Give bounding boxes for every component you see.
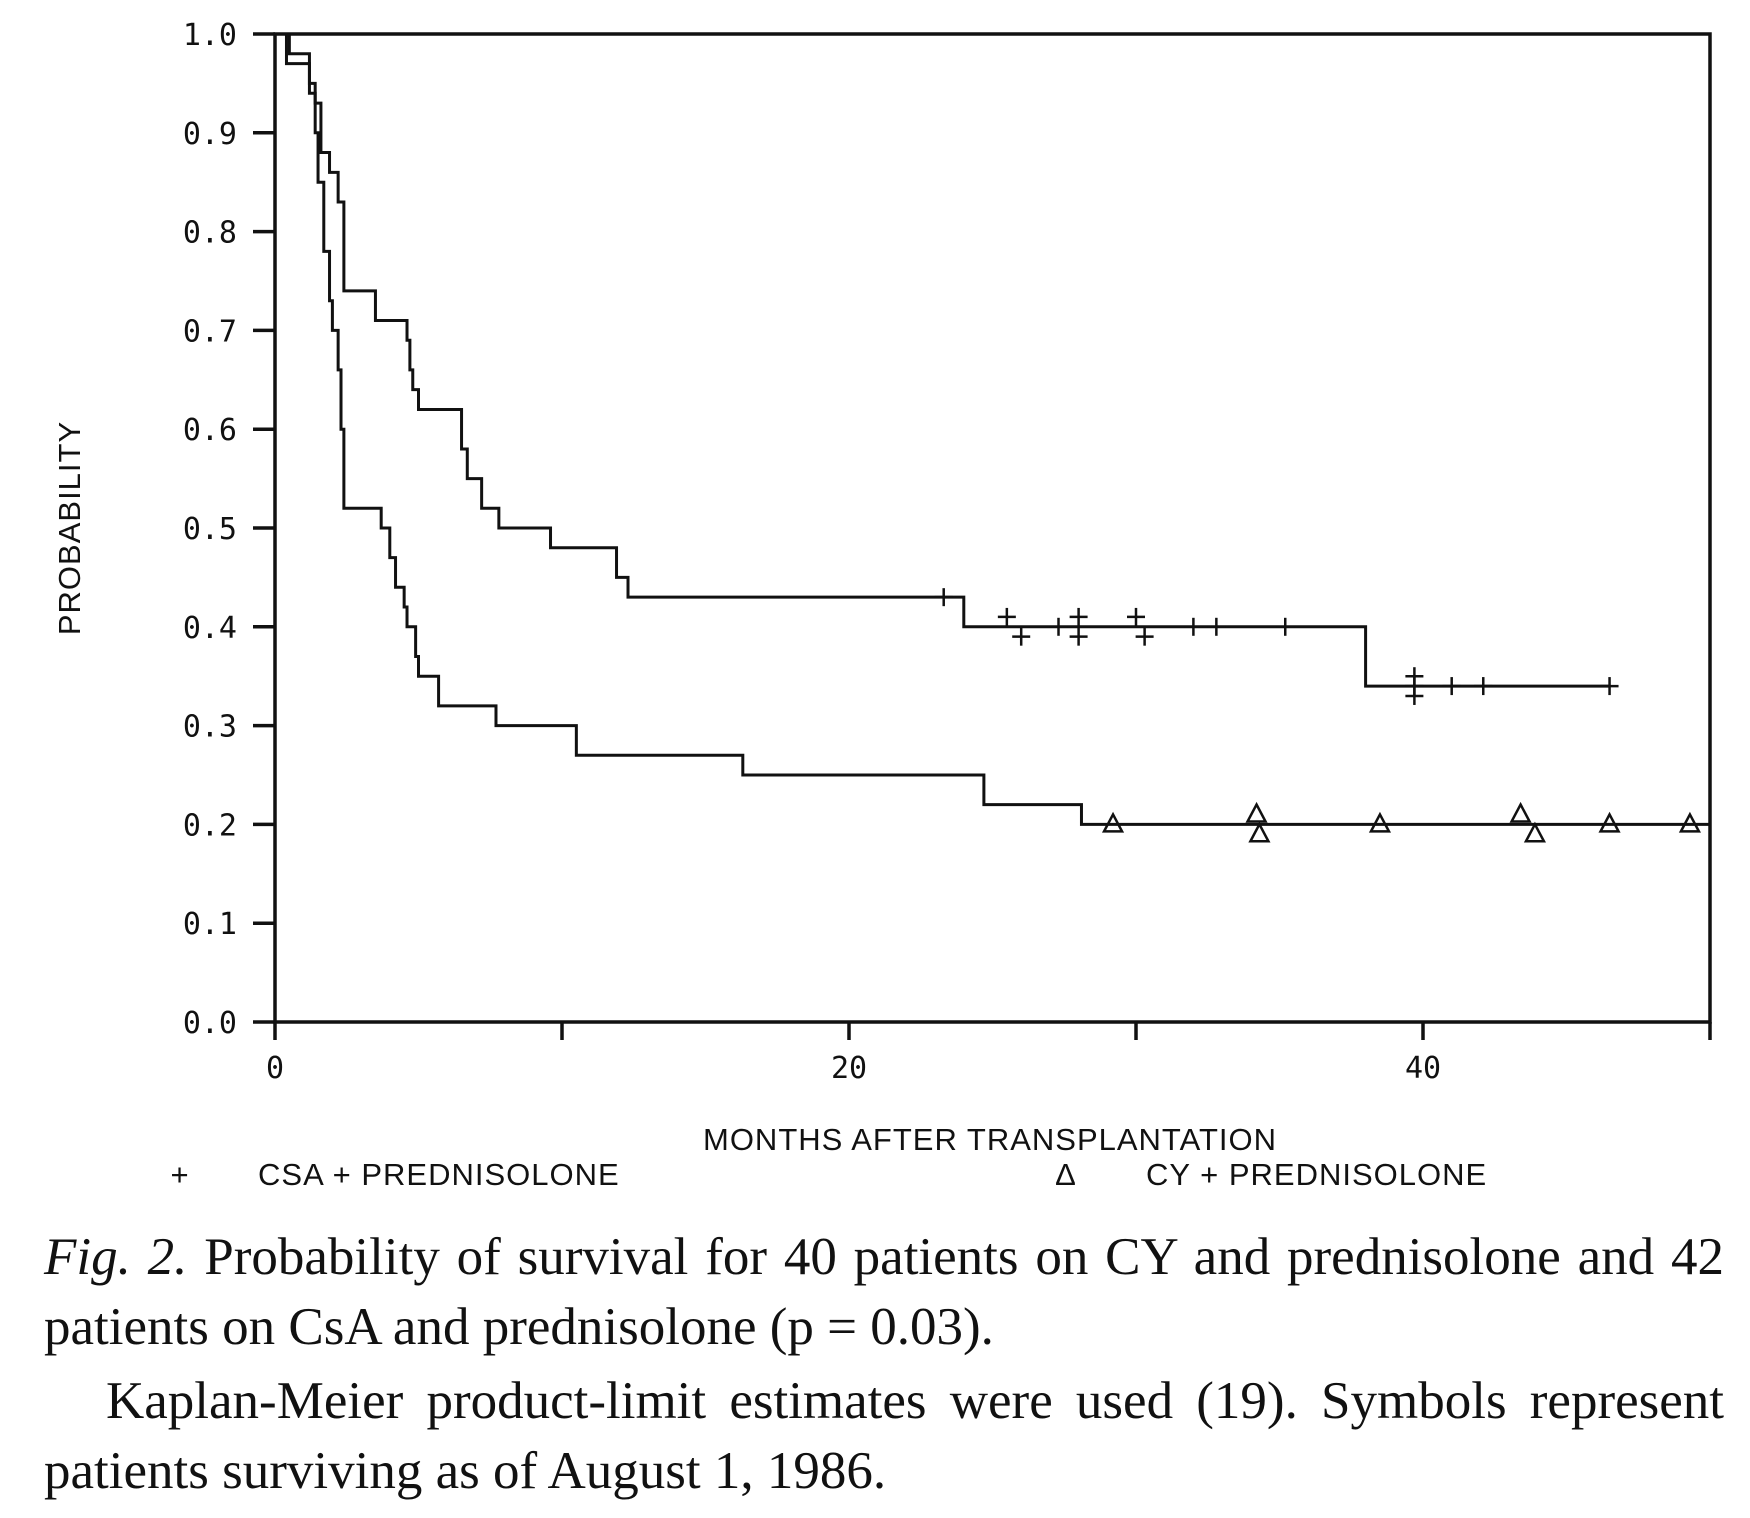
csa-censor-mark (1069, 627, 1088, 646)
cy-survival-curve (275, 32, 1710, 826)
x-axis-ticks: 0 20 40 (266, 1022, 1712, 1086)
x-axis-title: MONTHS AFTER TRANSPLANTATION (703, 1122, 1277, 1157)
y-axis-ticks: 0.0 0.1 0.2 0.3 0.4 0.5 0.6 0.7 0.8 0.9 1.0 (183, 18, 275, 1041)
csa-censor-mark (1276, 617, 1295, 636)
y-tick-label: 0.0 (183, 1006, 237, 1041)
caption-note: Kaplan-Meier product-limit estimates wer… (44, 1372, 1724, 1500)
figure-caption: Fig. 2. Probability of survival for 40 p… (44, 1222, 1724, 1362)
cy-censor-mark (1101, 811, 1125, 833)
x-tick-label: 40 (1405, 1051, 1441, 1086)
csa-censor-mark (1069, 607, 1088, 626)
legend-symbol-cy: Δ (1055, 1157, 1077, 1192)
cy-censor-mark (1509, 801, 1532, 823)
legend-label-cy: CY + PREDNISOLONE (1146, 1157, 1487, 1192)
csa-censor-mark (1135, 627, 1154, 646)
csa-censor-mark (1127, 607, 1145, 626)
csa-censor-mark (1600, 677, 1619, 696)
figure-label: Fig. 2. (44, 1228, 188, 1286)
csa-censor-mark (1207, 617, 1226, 636)
y-tick-label: 0.5 (183, 512, 237, 547)
y-tick-label: 0.3 (183, 710, 237, 745)
y-axis-title: PROBABILITY (52, 421, 87, 635)
cy-censor-mark (1598, 811, 1621, 833)
cy-censor-mark (1368, 811, 1392, 833)
csa-censor-mark (1012, 627, 1031, 646)
legend-label-csa: CSA + PREDNISOLONE (258, 1157, 620, 1192)
y-tick-label: 0.9 (183, 117, 237, 152)
censor-marks (934, 588, 1701, 843)
plot-frame (273, 32, 1712, 1024)
csa-censor-mark (997, 607, 1016, 626)
legend: + CSA + PREDNISOLONE Δ CY + PREDNISOLONE (170, 1157, 1487, 1192)
csa-censor-mark (1442, 677, 1461, 696)
y-tick-label: 0.7 (183, 314, 237, 349)
csa-censor-mark (1405, 686, 1424, 705)
plot-border (273, 32, 1712, 1024)
csa-censor-mark (1184, 617, 1203, 636)
caption-text: Probability of survival for 40 patients … (44, 1228, 1724, 1356)
cy-censor-mark (1523, 821, 1547, 843)
csa-censor-mark (934, 588, 953, 607)
survival-curves (275, 32, 1710, 826)
y-tick-label: 1.0 (183, 18, 237, 53)
csa-censor-mark (1474, 677, 1493, 696)
y-tick-label: 0.4 (183, 611, 237, 646)
csa-survival-curve (275, 32, 1610, 688)
legend-symbol-csa: + (170, 1157, 189, 1192)
survival-chart: 0.00.10.20.30.40.50.60.70.80.91.0 0 20 40 … (52, 18, 1712, 1192)
cy-censor-mark (1245, 801, 1268, 823)
y-tick-label: 0.8 (183, 216, 237, 251)
y-tick-label: 0.2 (183, 808, 237, 843)
x-tick-label: 20 (831, 1051, 867, 1086)
cy-censor-mark (1678, 811, 1701, 833)
y-tick-label: 0.1 (183, 907, 237, 942)
csa-censor-mark (1049, 617, 1068, 636)
cy-censor-mark (1248, 821, 1271, 843)
y-tick-label: 0.6 (183, 413, 237, 448)
x-tick-label: 0 (266, 1051, 284, 1086)
